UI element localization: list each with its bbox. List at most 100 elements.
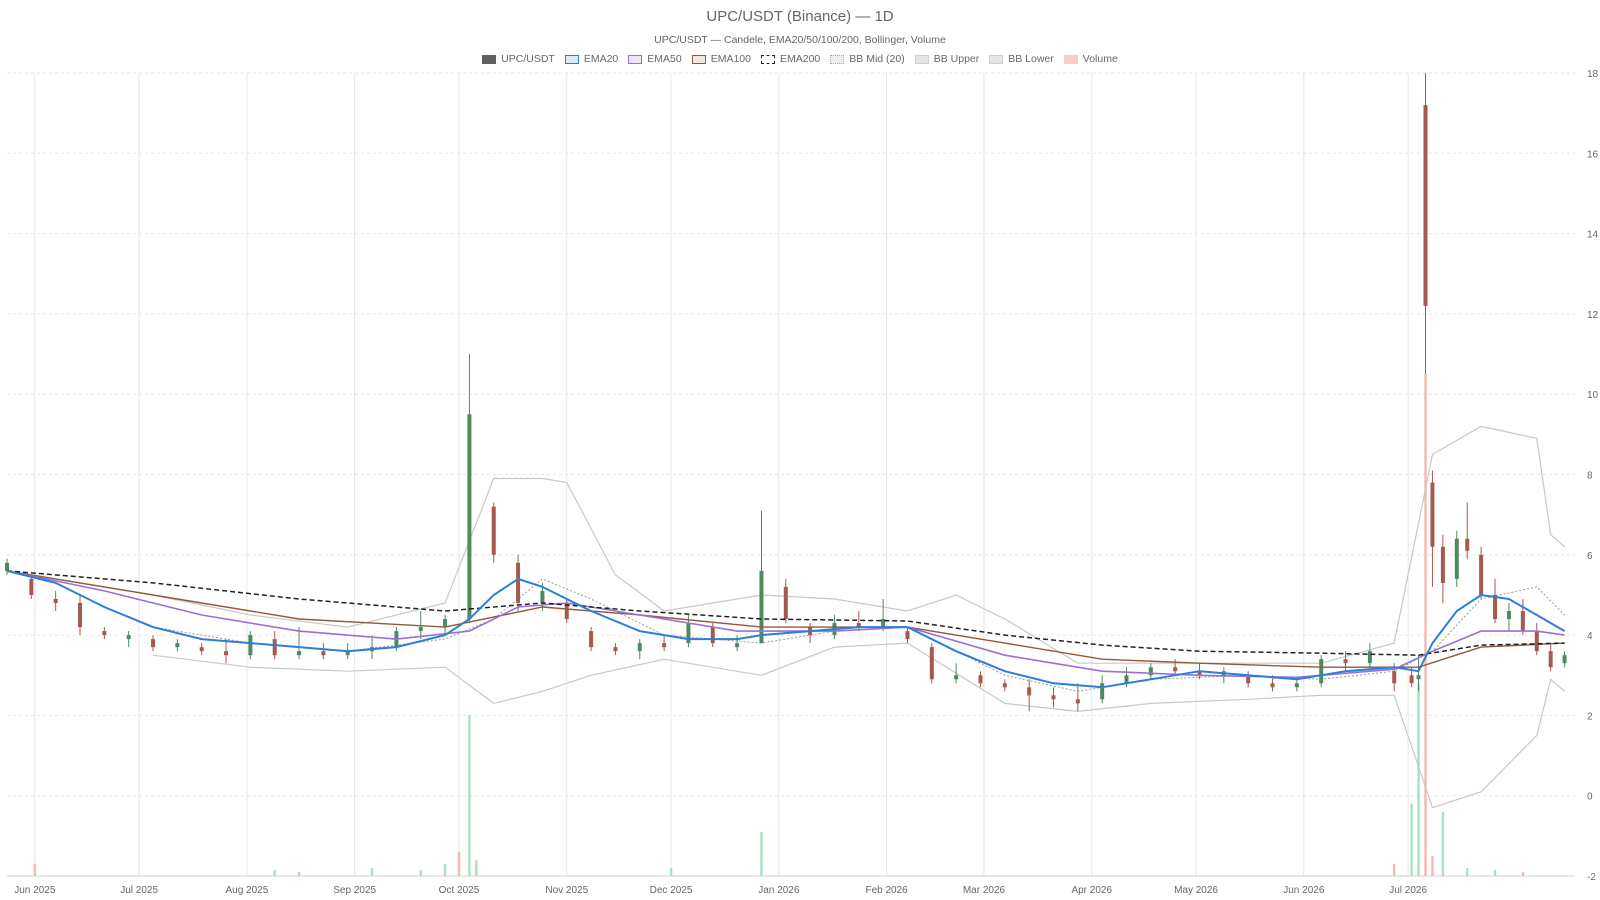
legend-swatch — [830, 54, 845, 64]
x-tick-label: Dec 2025 — [650, 885, 693, 896]
candle-body — [1075, 699, 1080, 704]
candle-body — [1392, 671, 1397, 684]
candle-body — [1100, 683, 1105, 700]
legend-swatch — [482, 54, 497, 64]
x-tick-label: Aug 2025 — [225, 885, 268, 896]
y-tick-label: 10 — [1587, 390, 1599, 401]
candle-body — [1319, 659, 1324, 684]
x-tick-label: Apr 2026 — [1071, 885, 1112, 896]
candle-body — [1423, 105, 1428, 306]
legend-item[interactable]: BB Upper — [914, 53, 979, 65]
y-tick-label: 4 — [1587, 631, 1593, 642]
volume-bar — [1417, 683, 1420, 876]
candle-body — [1493, 594, 1498, 620]
candle-body — [881, 619, 886, 628]
volume-bar — [760, 831, 763, 876]
candle-body — [151, 639, 156, 648]
y-tick-label: 6 — [1587, 551, 1593, 562]
legend-item[interactable]: EMA50 — [628, 53, 682, 65]
x-tick-label: Nov 2025 — [545, 885, 588, 896]
legend-item[interactable]: UPC/USDT — [482, 53, 555, 65]
candle-body — [467, 414, 472, 620]
legend-label: EMA20 — [583, 53, 619, 65]
volume-bar — [475, 859, 478, 876]
legend-label: UPC/USDT — [501, 53, 555, 65]
legend-item[interactable]: BB Lower — [989, 53, 1054, 65]
candle-body — [1506, 611, 1511, 620]
candle-body — [1534, 631, 1539, 652]
legend-label: EMA50 — [647, 53, 682, 65]
candle-body — [978, 675, 983, 684]
ema50-line — [6, 570, 1565, 679]
legend-item[interactable]: BB Mid (20) — [830, 53, 905, 65]
y-tick-label: 2 — [1587, 711, 1593, 722]
x-tick-label: Jun 2025 — [14, 885, 56, 896]
chart-title: UPC/USDT (Binance) — 1D — [706, 8, 894, 25]
chart-subtitle: UPC/USDT — Candele, EMA20/50/100/200, Bo… — [654, 34, 946, 46]
candle-body — [1520, 611, 1525, 632]
legend-label: BB Mid (20) — [849, 53, 905, 65]
x-tick-label: Jul 2025 — [120, 885, 158, 896]
y-tick-label: 12 — [1587, 310, 1599, 321]
x-tick-label: Jun 2026 — [1283, 885, 1325, 896]
legend-item[interactable]: EMA200 — [761, 53, 820, 65]
volume-bar — [457, 851, 461, 876]
x-tick-label: Feb 2026 — [865, 885, 908, 896]
legend-item[interactable]: Volume — [1063, 53, 1118, 65]
candle-body — [905, 631, 910, 640]
volume-bar — [1431, 855, 1434, 876]
legend-swatch — [989, 54, 1004, 64]
candle-body — [1548, 651, 1553, 668]
candle-body — [1343, 659, 1348, 664]
ema20-line — [6, 569, 1566, 689]
y-tick-label: 16 — [1587, 149, 1599, 160]
candle-body — [491, 506, 496, 555]
candle-body — [78, 602, 83, 628]
legend-swatch — [914, 54, 929, 64]
candle-body — [637, 643, 642, 652]
volume-bar — [443, 863, 447, 876]
candle-body — [175, 643, 180, 648]
volume-bar — [468, 715, 471, 876]
candle-body — [1440, 546, 1445, 583]
volume-bar — [297, 871, 301, 876]
candle-body — [53, 598, 58, 603]
y-tick-label: 0 — [1587, 792, 1593, 803]
candle-body — [954, 675, 959, 680]
x-tick-label: Jan 2026 — [758, 885, 800, 896]
volume-bar — [1466, 867, 1469, 876]
volume-bar — [669, 867, 673, 876]
candle-body — [759, 570, 764, 644]
candle-body — [710, 627, 715, 644]
candle-body — [516, 562, 521, 603]
candle-body — [1294, 683, 1299, 688]
candle-body — [540, 590, 545, 603]
candle-body — [321, 651, 326, 656]
candle-body — [297, 651, 302, 656]
volume-bar — [1441, 811, 1445, 876]
x-tick-label: Sep 2025 — [333, 885, 376, 896]
x-tick-label: Oct 2025 — [439, 885, 480, 896]
legend-item[interactable]: EMA100 — [691, 53, 751, 65]
legend-label: EMA200 — [780, 53, 821, 65]
volume-bar — [1521, 871, 1525, 876]
candle-body — [686, 623, 691, 644]
y-tick-label: 8 — [1587, 471, 1593, 482]
y-tick-label: 18 — [1587, 69, 1599, 80]
legend-swatch — [761, 54, 775, 64]
candle-body — [1197, 671, 1202, 676]
volume-bar — [1410, 803, 1413, 876]
candle-body — [1465, 538, 1470, 551]
candle-body — [1367, 651, 1372, 664]
candle-body — [126, 635, 131, 640]
legend-item[interactable]: EMA20 — [564, 53, 619, 65]
volume-bar — [1424, 374, 1427, 876]
legend-swatch — [564, 54, 579, 64]
candle-body — [1409, 675, 1414, 684]
x-tick-label: May 2026 — [1174, 885, 1218, 896]
candle-body — [1173, 667, 1178, 672]
candle-body — [929, 647, 934, 680]
candle-body — [5, 562, 9, 571]
